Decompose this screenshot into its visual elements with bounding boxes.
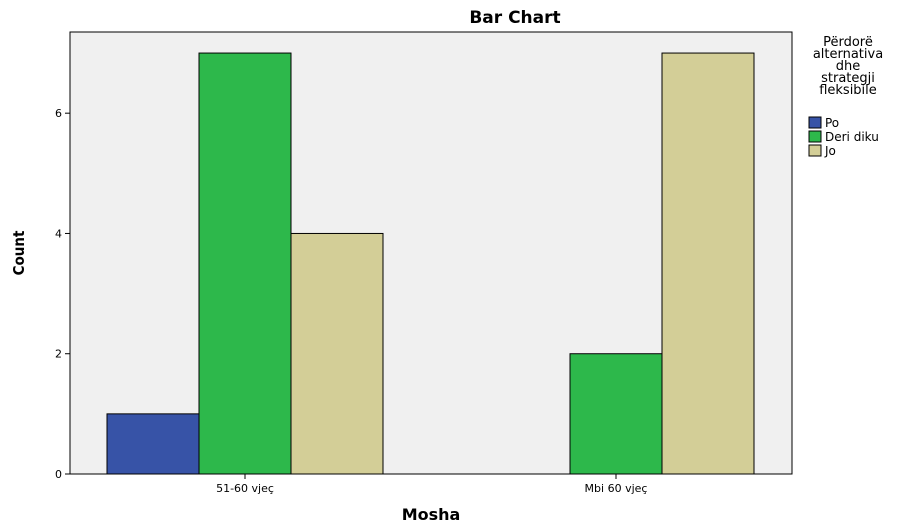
bar-deri-diku-0 [198,52,292,475]
x-axis: 51-60 vjeç Mbi 60 vjeç [216,474,647,495]
y-tick-label-3: 6 [55,107,62,120]
bar-po-0 [106,413,200,475]
legend-title-line-0: Përdorë [823,35,873,50]
bars-group [106,52,755,475]
bar-jo-1 [661,52,755,475]
legend-title-line-1: alternativa [813,47,883,62]
y-axis: 0 2 4 6 [55,107,70,481]
legend-title-line-2: dhe [836,59,861,74]
legend-label-2: Jo [824,144,836,158]
legend-label-0: Po [825,116,839,130]
legend: Përdorëalternativadhestrategjifleksibile… [808,35,883,158]
legend-swatch-0 [808,116,822,129]
legend-title-line-3: strategji [821,71,875,86]
y-axis-title: Count [10,230,28,275]
x-tick-label-1: Mbi 60 vjeç [585,482,648,495]
x-axis-title: Mosha [402,505,461,524]
y-tick-label-0: 0 [55,468,62,481]
bar-jo-0 [290,232,384,475]
chart-title: Bar Chart [469,8,560,28]
y-tick-label-1: 2 [55,348,62,361]
legend-label-1: Deri diku [825,130,879,144]
bar-deri-diku-1 [569,353,663,475]
legend-swatch-2 [808,144,822,157]
x-tick-label-0: 51-60 vjeç [216,482,274,495]
legend-swatch-1 [808,130,822,143]
legend-title-line-4: fleksibile [819,83,877,98]
y-tick-label-2: 4 [55,227,62,240]
